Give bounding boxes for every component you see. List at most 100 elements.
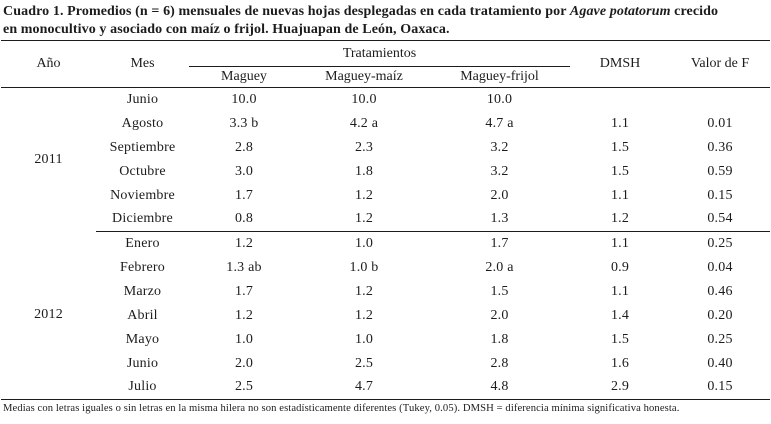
maguey-maiz-cell: 1.0 b (349, 259, 379, 275)
col-header-month: Mes (130, 56, 155, 71)
table-body: 2011 Junio 10.0 10.0 10.0 Agosto 3.3 b 4… (1, 88, 771, 400)
f-value-cell: 0.15 (707, 187, 733, 203)
maguey-cell: 0.8 (189, 207, 299, 232)
maguey-frijol-cell: 1.3 (429, 207, 571, 232)
maguey-maiz-cell: 10.0 (351, 91, 377, 107)
dmsh-cell: 1.1 (610, 283, 630, 299)
dmsh-cell: 1.6 (610, 355, 630, 371)
month-cell: Mayo (125, 331, 160, 347)
maguey-frijol-cell: 1.5 (490, 283, 509, 299)
maguey-cell: 2.5 (234, 379, 254, 395)
f-value-cell: 0.01 (707, 115, 733, 131)
table-row: Noviembre 1.7 1.2 2.0 1.1 0.15 (1, 184, 770, 208)
dmsh-cell: 1.1 (610, 187, 630, 203)
maguey-cell: 1.3 ab (226, 259, 262, 275)
maguey-maiz-cell: 1.0 (354, 235, 374, 251)
table-row: 2011 Junio 10.0 10.0 10.0 (1, 88, 770, 167)
f-value-cell: 0.25 (707, 235, 733, 251)
maguey-cell: 2.8 (234, 139, 254, 155)
table-row: Julio 2.5 4.7 4.8 2.9 0.15 (1, 376, 770, 400)
dmsh-cell: 2.9 (610, 379, 630, 395)
maguey-cell: 1.0 (234, 331, 254, 347)
col-group-treatments: Tratamientos (189, 40, 571, 67)
month-cell: Enero (125, 235, 160, 251)
maguey-maiz-cell: 1.2 (354, 307, 374, 323)
maguey-maiz-cell: 4.2 a (349, 115, 379, 131)
table-row: Abril 1.2 1.2 2.0 1.4 0.20 (1, 304, 770, 328)
maguey-frijol-cell: 2.0 (490, 307, 509, 323)
table-row: Febrero 1.3 ab 1.0 b 2.0 a 0.9 0.04 (1, 256, 770, 280)
year-cell: 2011 (34, 151, 63, 167)
f-value-cell: 0.46 (707, 283, 733, 299)
col-header-maguey-maiz: Maguey-maíz (325, 69, 403, 84)
f-value-cell (670, 88, 770, 112)
col-header-maguey: Maguey (221, 69, 267, 84)
header-row-2: Maguey Maguey-maíz Maguey-frijol (1, 67, 770, 88)
maguey-cell: 1.7 (234, 283, 254, 299)
f-value-cell: 0.40 (707, 355, 733, 371)
month-cell: Noviembre (110, 187, 175, 203)
month-cell: Septiembre (109, 139, 176, 155)
dmsh-cell: 1.2 (570, 207, 671, 232)
f-value-cell: 0.20 (707, 307, 733, 323)
table-row: Mayo 1.0 1.0 1.8 1.5 0.25 (1, 328, 770, 352)
dmsh-cell (570, 88, 670, 112)
maguey-maiz-cell: 1.2 (299, 207, 429, 232)
maguey-maiz-cell: 1.2 (354, 187, 374, 203)
year-cell: 2012 (34, 307, 63, 323)
table-header: Año Mes Tratamientos DMSH Valor de F Mag… (1, 40, 771, 88)
table-row: 2012 Enero 1.2 1.0 1.7 1.1 0.25 (1, 232, 770, 323)
month-cell: Diciembre (96, 207, 189, 232)
title-text-1: Cuadro 1. Promedios (n = 6) mensuales de… (3, 4, 570, 19)
month-cell: Agosto (121, 115, 164, 131)
col-header-dmsh: DMSH (599, 56, 641, 71)
maguey-cell: 10.0 (231, 91, 257, 107)
data-table: Año Mes Tratamientos DMSH Valor de F Mag… (1, 40, 771, 400)
f-value-cell: 0.59 (707, 163, 733, 179)
maguey-frijol-cell: 2.0 a (485, 259, 514, 275)
table-row: Octubre 3.0 1.8 3.2 1.5 0.59 (1, 160, 770, 184)
month-cell: Marzo (123, 283, 162, 299)
maguey-maiz-cell: 1.2 (354, 283, 374, 299)
maguey-cell: 3.0 (234, 163, 254, 179)
table-row: Diciembre 0.8 1.2 1.3 1.2 0.54 (1, 207, 771, 232)
month-cell: Junio (126, 355, 159, 371)
maguey-frijol-cell: 2.0 (490, 187, 509, 203)
month-cell: Julio (128, 379, 157, 395)
dmsh-cell: 1.5 (610, 163, 630, 179)
dmsh-cell: 1.4 (610, 307, 630, 323)
maguey-cell: 1.2 (234, 307, 254, 323)
maguey-cell: 3.3 b (229, 115, 259, 131)
maguey-frijol-cell: 10.0 (486, 91, 513, 107)
maguey-maiz-cell: 2.3 (354, 139, 374, 155)
title-text-2: crecido (670, 4, 719, 19)
maguey-frijol-cell: 1.8 (490, 331, 509, 347)
maguey-frijol-cell: 1.7 (490, 235, 509, 251)
table-row: Septiembre 2.8 2.3 3.2 1.5 0.36 (1, 136, 770, 160)
maguey-frijol-cell: 3.2 (490, 139, 509, 155)
maguey-frijol-cell: 3.2 (490, 163, 509, 179)
table-footnote: Medias con letras iguales o sin letras e… (3, 403, 680, 414)
dmsh-cell: 1.1 (610, 115, 630, 131)
table-row: Marzo 1.7 1.2 1.5 1.1 0.46 (1, 280, 770, 304)
f-value-cell: 0.54 (670, 207, 771, 232)
maguey-frijol-cell: 4.7 a (485, 115, 514, 131)
f-value-cell: 0.04 (707, 259, 733, 275)
maguey-maiz-cell: 2.5 (354, 355, 374, 371)
maguey-maiz-cell: 1.0 (354, 331, 374, 347)
dmsh-cell: 1.5 (610, 139, 630, 155)
maguey-cell: 1.7 (234, 187, 254, 203)
col-header-f-value: Valor de F (690, 56, 750, 71)
maguey-cell: 1.2 (234, 235, 254, 251)
f-value-cell: 0.25 (707, 331, 733, 347)
col-header-year: Año (36, 56, 61, 71)
col-header-maguey-frijol: Maguey-frijol (460, 69, 539, 84)
f-value-cell: 0.15 (707, 379, 733, 395)
maguey-maiz-cell: 4.7 (354, 379, 374, 395)
title-line-2: en monocultivo y asociado con maíz o fri… (3, 21, 450, 37)
maguey-frijol-cell: 4.8 (490, 379, 509, 395)
maguey-maiz-cell: 1.8 (354, 163, 374, 179)
maguey-frijol-cell: 2.8 (490, 355, 509, 371)
dmsh-cell: 1.1 (610, 235, 630, 251)
